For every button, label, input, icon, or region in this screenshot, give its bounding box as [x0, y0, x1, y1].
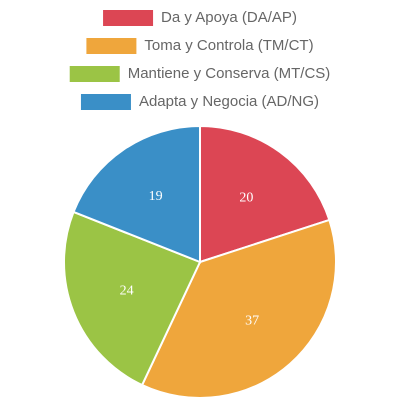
pie-slice [72, 124, 201, 264]
legend-swatch [103, 10, 154, 26]
legend-label: Toma y Controla (TM/CT) [144, 37, 313, 54]
data-label: 24 [120, 283, 134, 298]
legend-label: Adapta y Negocia (AD/NG) [139, 93, 319, 110]
legend-swatch [69, 66, 120, 82]
data-label: 19 [149, 189, 163, 204]
pie-slice [140, 218, 337, 399]
legend-swatch [80, 94, 131, 110]
data-label: 37 [245, 313, 259, 328]
pie-slice [199, 124, 331, 264]
legend-label: Da y Apoya (DA/AP) [161, 9, 297, 26]
legend-label: Mantiene y Conserva (MT/CS) [128, 65, 331, 82]
pie-slice [63, 210, 202, 387]
legend-swatch [86, 38, 137, 54]
data-label: 20 [239, 190, 253, 205]
